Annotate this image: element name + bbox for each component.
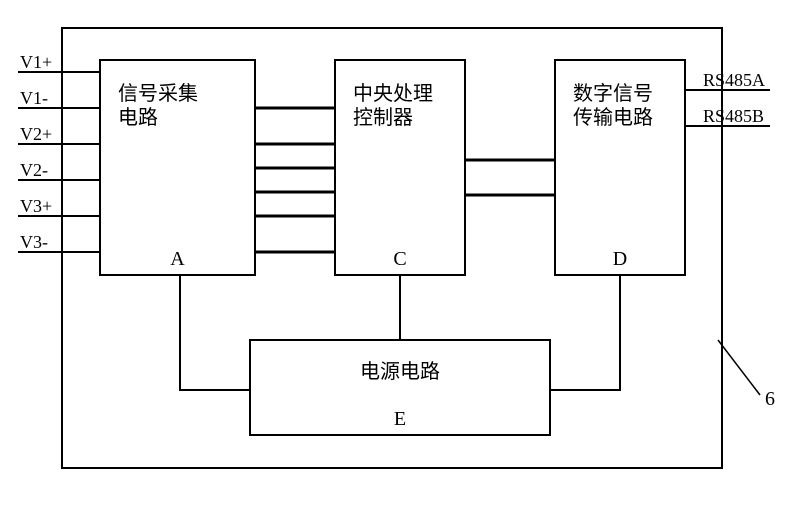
- block-letter: C: [393, 248, 406, 270]
- block-title: 电源电路: [360, 360, 440, 383]
- right-pin-label: RS485B: [703, 106, 764, 126]
- left-pin-label: V2+: [20, 124, 52, 144]
- block-title-l1: 中央处理: [353, 82, 433, 105]
- block-letter: E: [394, 408, 406, 430]
- block-title-l1: 信号采集: [118, 82, 198, 105]
- left-pin-label: V1+: [20, 52, 52, 72]
- block-letter: A: [170, 248, 185, 270]
- reference-number: 6: [765, 388, 775, 410]
- block-title-l1: 数字信号: [573, 82, 653, 105]
- power-line-a: [180, 275, 250, 390]
- left-pin-label: V2-: [20, 160, 48, 180]
- left-pin-label: V3+: [20, 196, 52, 216]
- reference-leader: [718, 340, 760, 395]
- block-letter: D: [613, 248, 627, 270]
- block-title-l2: 控制器: [353, 106, 413, 129]
- left-pin-label: V1-: [20, 88, 48, 108]
- power-line-d: [550, 275, 620, 390]
- left-pin-label: V3-: [20, 232, 48, 252]
- block-title-l2: 传输电路: [573, 106, 653, 129]
- block-title-l2: 电路: [118, 106, 158, 129]
- right-pin-label: RS485A: [703, 70, 765, 90]
